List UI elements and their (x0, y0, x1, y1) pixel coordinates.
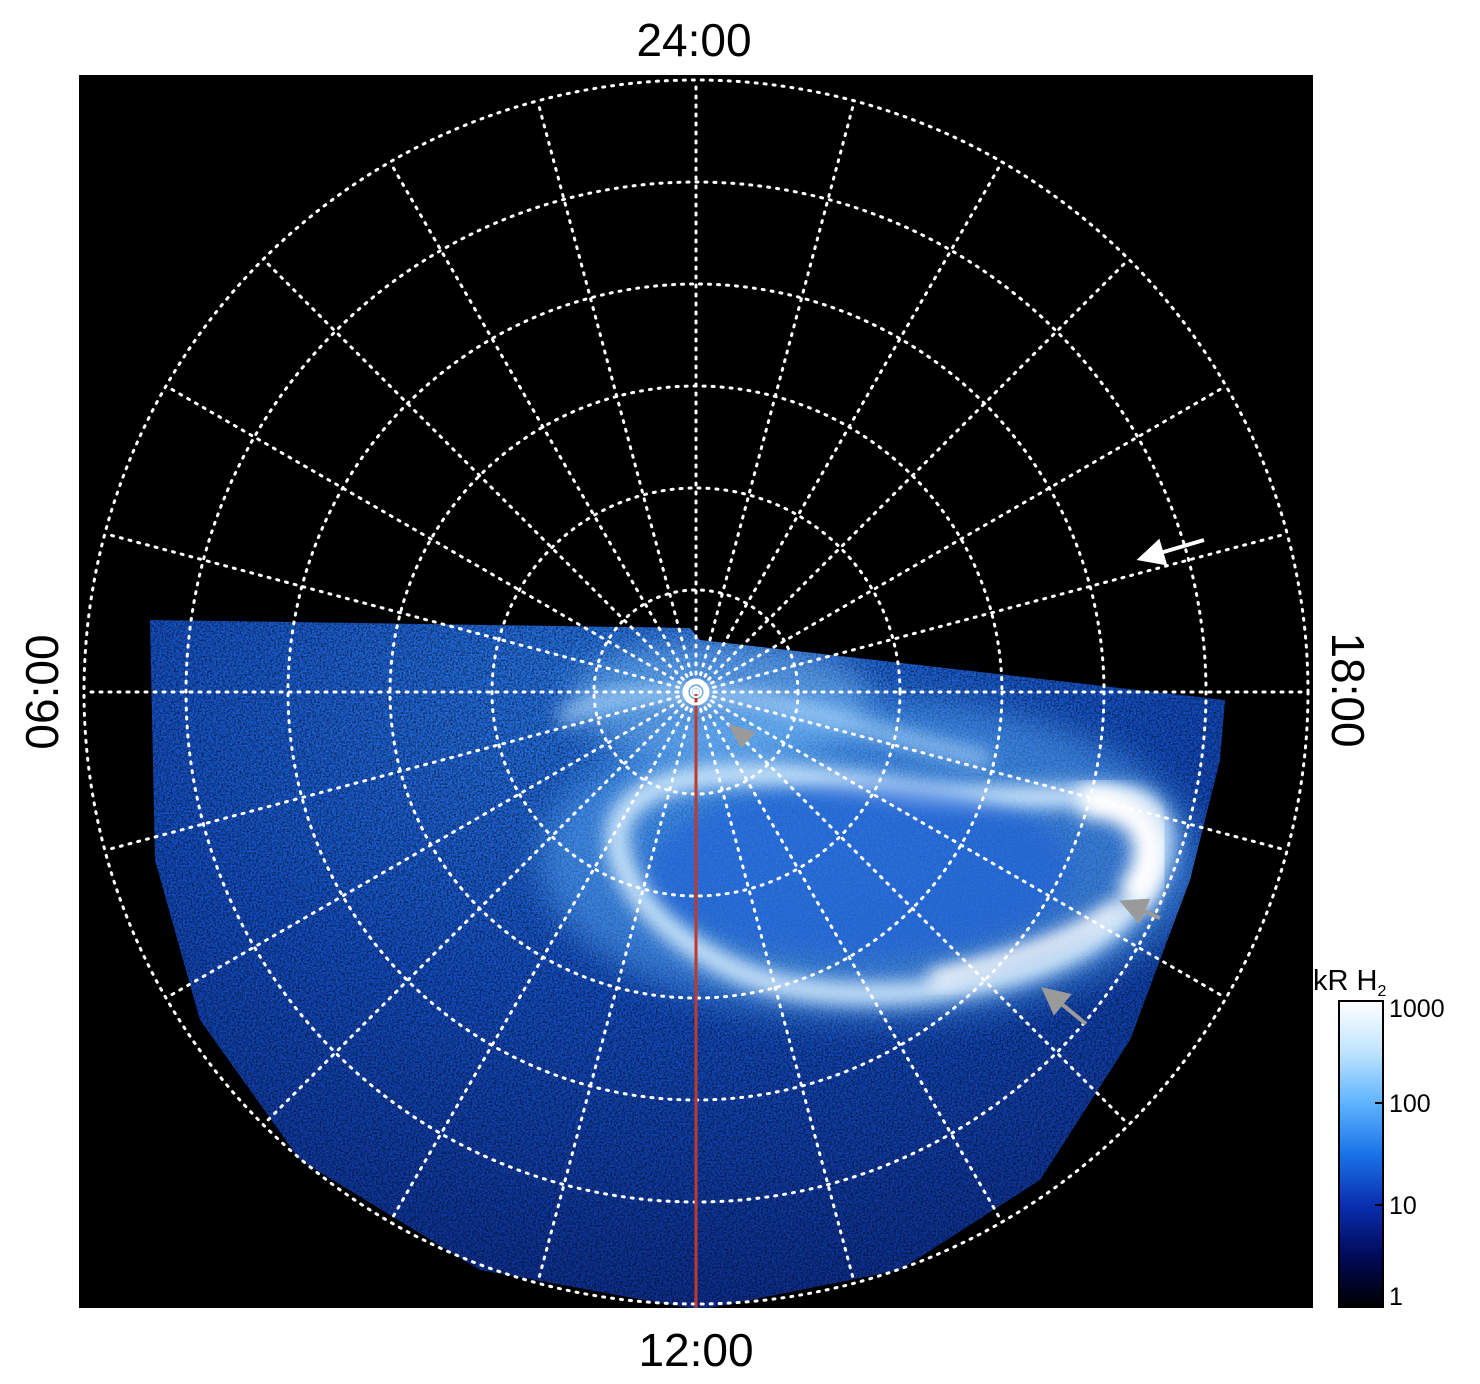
grid-meridian (536, 690, 698, 1285)
grid-ring (490, 486, 902, 898)
grid-meridian (103, 690, 698, 852)
white-arrow (1136, 538, 1205, 566)
grid-meridian (261, 690, 698, 1127)
grid-meridian (694, 690, 1131, 1127)
grid-meridian (388, 690, 698, 1224)
grid-meridian (261, 257, 698, 694)
grid-meridian (103, 532, 698, 694)
local-time-label-bottom: 12:00 (638, 1324, 753, 1376)
pole-marker (682, 678, 710, 706)
local-time-label-left: 06:00 (16, 634, 68, 749)
colorbar: kR H2 1000 100 10 1 (1313, 965, 1445, 1311)
local-time-label-top: 24:00 (636, 14, 751, 66)
colorbar-tick-label: 1000 (1389, 995, 1445, 1023)
grid-meridian (694, 99, 856, 694)
gray-arrow-lower (1041, 987, 1088, 1026)
polar-grid (82, 78, 1310, 1306)
grid-meridian (694, 160, 1004, 694)
gray-arrowhead-near-pole (728, 724, 756, 748)
colorbar-ticks: 1000 100 10 1 (1375, 995, 1445, 1311)
colorbar-title-subscript: 2 (1377, 983, 1386, 1000)
colorbar-tick-label: 100 (1389, 1090, 1431, 1118)
colorbar-tick-label: 10 (1389, 1192, 1417, 1220)
colorbar-title-main: kR H (1313, 965, 1377, 997)
grid-meridian (694, 690, 1228, 1000)
auroral-image (150, 620, 1225, 1308)
grid-meridian (694, 257, 1131, 694)
grid-meridian (694, 690, 1004, 1224)
grid-ring (82, 78, 1310, 1306)
local-time-label-right: 18:00 (1322, 632, 1374, 747)
grid-meridian (694, 690, 1289, 852)
grid-meridian (388, 160, 698, 694)
grid-meridian (694, 690, 856, 1285)
colorbar-title: kR H2 (1313, 965, 1386, 1000)
colorbar-tick-label: 1 (1389, 1283, 1403, 1311)
gray-arrow-dusk (1119, 898, 1161, 925)
grid-meridian (164, 384, 698, 694)
colorbar-bar (1338, 1000, 1384, 1308)
grid-meridian (536, 99, 698, 694)
grid-meridian (694, 532, 1289, 694)
illuminated-region (150, 620, 1225, 1308)
grid-meridian (164, 690, 698, 1000)
grid-meridian (694, 384, 1228, 694)
